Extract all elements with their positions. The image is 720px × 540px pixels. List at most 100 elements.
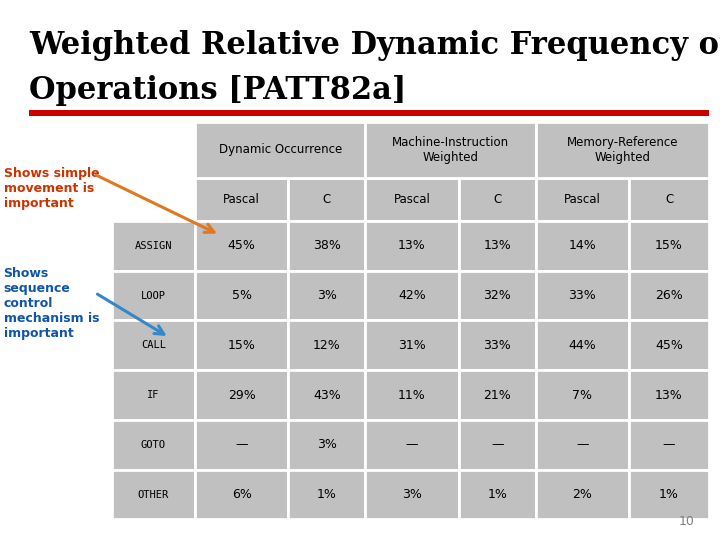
- FancyBboxPatch shape: [288, 370, 366, 420]
- Text: 1%: 1%: [317, 488, 337, 501]
- FancyBboxPatch shape: [195, 221, 288, 271]
- Text: CALL: CALL: [141, 340, 166, 350]
- FancyBboxPatch shape: [195, 178, 288, 221]
- Text: 15%: 15%: [228, 339, 256, 352]
- FancyBboxPatch shape: [112, 470, 195, 519]
- FancyBboxPatch shape: [195, 122, 288, 178]
- Text: Pascal: Pascal: [394, 193, 431, 206]
- Text: C: C: [493, 193, 501, 206]
- Text: OTHER: OTHER: [138, 490, 169, 500]
- FancyBboxPatch shape: [195, 420, 288, 470]
- Text: 21%: 21%: [483, 389, 511, 402]
- Text: GOTO: GOTO: [141, 440, 166, 450]
- Text: 3%: 3%: [402, 488, 422, 501]
- FancyBboxPatch shape: [195, 122, 366, 178]
- FancyBboxPatch shape: [112, 271, 195, 321]
- Text: LOOP: LOOP: [141, 291, 166, 301]
- FancyBboxPatch shape: [629, 420, 709, 470]
- FancyBboxPatch shape: [629, 321, 709, 370]
- FancyBboxPatch shape: [459, 321, 536, 370]
- Text: 3%: 3%: [317, 438, 337, 451]
- Text: 6%: 6%: [232, 488, 252, 501]
- FancyBboxPatch shape: [459, 370, 536, 420]
- FancyBboxPatch shape: [366, 271, 459, 321]
- Text: 44%: 44%: [568, 339, 596, 352]
- Text: 31%: 31%: [398, 339, 426, 352]
- FancyBboxPatch shape: [288, 420, 366, 470]
- Text: 38%: 38%: [313, 239, 341, 252]
- Text: 32%: 32%: [483, 289, 511, 302]
- FancyBboxPatch shape: [366, 370, 459, 420]
- FancyBboxPatch shape: [366, 122, 459, 178]
- Text: 33%: 33%: [568, 289, 596, 302]
- FancyBboxPatch shape: [195, 470, 288, 519]
- Text: 10: 10: [679, 515, 695, 528]
- Text: 13%: 13%: [655, 389, 683, 402]
- FancyBboxPatch shape: [536, 470, 629, 519]
- Text: —: —: [491, 438, 503, 451]
- FancyBboxPatch shape: [195, 370, 288, 420]
- FancyBboxPatch shape: [536, 420, 629, 470]
- FancyBboxPatch shape: [459, 122, 536, 178]
- Text: Pascal: Pascal: [564, 193, 600, 206]
- FancyBboxPatch shape: [195, 321, 288, 370]
- Text: 1%: 1%: [487, 488, 507, 501]
- Text: 29%: 29%: [228, 389, 256, 402]
- FancyBboxPatch shape: [29, 110, 709, 116]
- FancyBboxPatch shape: [288, 321, 366, 370]
- FancyBboxPatch shape: [459, 178, 536, 221]
- FancyBboxPatch shape: [112, 122, 195, 178]
- Text: Weighted Relative Dynamic Frequency of HLL: Weighted Relative Dynamic Frequency of H…: [29, 30, 720, 60]
- Text: 45%: 45%: [655, 339, 683, 352]
- FancyBboxPatch shape: [366, 122, 536, 178]
- FancyBboxPatch shape: [288, 122, 366, 178]
- FancyBboxPatch shape: [629, 271, 709, 321]
- Text: 15%: 15%: [655, 239, 683, 252]
- FancyBboxPatch shape: [112, 370, 195, 420]
- Text: 13%: 13%: [483, 239, 511, 252]
- FancyBboxPatch shape: [366, 221, 459, 271]
- FancyBboxPatch shape: [536, 221, 629, 271]
- Text: Pascal: Pascal: [223, 193, 260, 206]
- FancyBboxPatch shape: [366, 178, 459, 221]
- FancyBboxPatch shape: [112, 221, 195, 271]
- FancyBboxPatch shape: [459, 221, 536, 271]
- Text: 45%: 45%: [228, 239, 256, 252]
- Text: Shows
sequence
control
mechanism is
important: Shows sequence control mechanism is impo…: [4, 267, 99, 340]
- Text: —: —: [663, 438, 675, 451]
- Text: 1%: 1%: [659, 488, 679, 501]
- Text: 14%: 14%: [568, 239, 596, 252]
- Text: 33%: 33%: [483, 339, 511, 352]
- FancyBboxPatch shape: [536, 321, 629, 370]
- Text: 5%: 5%: [232, 289, 252, 302]
- Text: 43%: 43%: [313, 389, 341, 402]
- FancyBboxPatch shape: [459, 420, 536, 470]
- FancyBboxPatch shape: [288, 178, 366, 221]
- Text: —: —: [235, 438, 248, 451]
- FancyBboxPatch shape: [536, 178, 629, 221]
- Text: C: C: [665, 193, 673, 206]
- Text: —: —: [406, 438, 418, 451]
- Text: Machine-Instruction
Weighted: Machine-Instruction Weighted: [392, 136, 509, 164]
- FancyBboxPatch shape: [112, 178, 195, 221]
- Text: —: —: [576, 438, 588, 451]
- Text: 13%: 13%: [398, 239, 426, 252]
- FancyBboxPatch shape: [629, 370, 709, 420]
- Text: Shows simple
movement is
important: Shows simple movement is important: [4, 167, 99, 211]
- FancyBboxPatch shape: [288, 470, 366, 519]
- Text: Dynamic Occurrence: Dynamic Occurrence: [219, 143, 342, 156]
- FancyBboxPatch shape: [366, 420, 459, 470]
- FancyBboxPatch shape: [366, 321, 459, 370]
- Text: Operations [PATT82a]: Operations [PATT82a]: [29, 75, 406, 105]
- FancyBboxPatch shape: [629, 470, 709, 519]
- FancyBboxPatch shape: [195, 271, 288, 321]
- Text: Memory-Reference
Weighted: Memory-Reference Weighted: [567, 136, 678, 164]
- Text: ASSIGN: ASSIGN: [135, 241, 172, 251]
- FancyBboxPatch shape: [288, 271, 366, 321]
- Text: 2%: 2%: [572, 488, 593, 501]
- FancyBboxPatch shape: [536, 271, 629, 321]
- FancyBboxPatch shape: [288, 221, 366, 271]
- FancyBboxPatch shape: [629, 178, 709, 221]
- FancyBboxPatch shape: [536, 370, 629, 420]
- Text: IF: IF: [147, 390, 160, 400]
